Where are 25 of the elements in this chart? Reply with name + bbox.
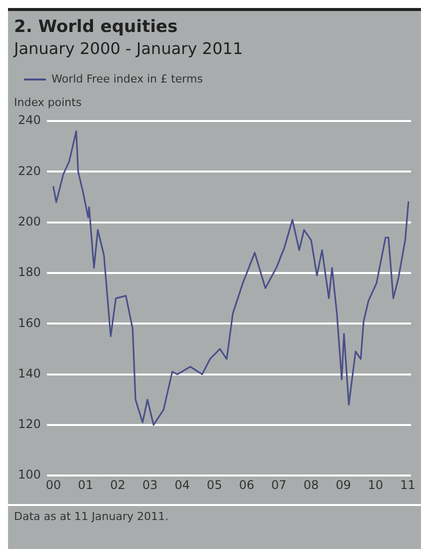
y-tick-label: 220 [18,164,41,178]
y-axis-title: Index points [14,96,82,109]
y-tick-label: 160 [18,316,41,330]
y-tick-label: 140 [18,366,41,380]
y-tick-label: 120 [18,417,41,432]
y-tick-label: 100 [18,468,41,482]
x-tick-label: 03 [142,478,158,492]
x-tick-label: 02 [110,478,126,492]
chart-subtitle: January 2000 - January 2011 [12,39,244,58]
x-tick-label: 09 [336,478,351,492]
x-tick-label: 11 [400,478,416,492]
x-tick-label: 00 [46,478,61,492]
x-tick-label: 07 [271,478,287,492]
x-tick-label: 05 [206,478,222,492]
chart-title: 2. World equities [13,17,179,37]
legend-label: World Free index in £ terms [52,72,204,86]
y-tick-label: 240 [18,113,41,128]
x-tick-label: 06 [239,478,254,492]
y-tick-label: 200 [18,214,41,228]
x-tick-label: 01 [78,478,94,492]
x-tick-label: 08 [303,478,319,492]
x-tick-label: 04 [174,478,190,492]
x-tick-label: 10 [368,478,384,492]
y-tick-label: 180 [18,265,41,280]
text: Data as at 11 January 2011. [8,504,421,523]
